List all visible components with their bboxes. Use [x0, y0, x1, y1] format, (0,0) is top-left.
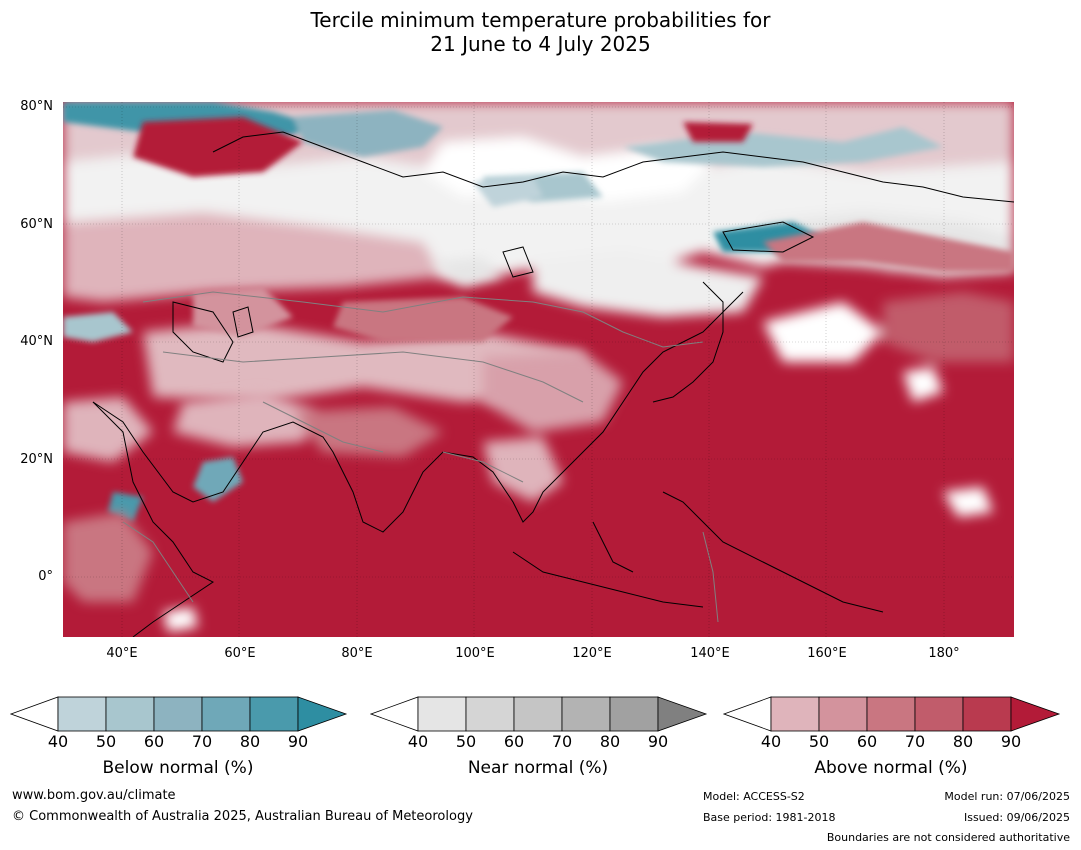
model-text: Model: ACCESS-S2	[703, 790, 805, 803]
colorbar-extend-high	[657, 696, 708, 732]
disclaimer-text: Boundaries are not considered authoritat…	[826, 831, 1070, 844]
colorbar-swatch	[201, 696, 251, 732]
tick-label: 80	[599, 732, 621, 751]
colorbar-extend-low	[723, 696, 772, 732]
mid-latitude-variation	[63, 257, 1014, 632]
tick-label: 90	[647, 732, 669, 751]
above-normal-patches	[133, 117, 1014, 342]
tick-label: 70	[191, 732, 213, 751]
probability-map	[63, 102, 1014, 637]
colorbar-extend-high	[297, 696, 348, 732]
lat-label-0: 0°	[38, 569, 53, 584]
lon-label-40e: 40°E	[106, 646, 138, 661]
tick-label: 90	[1000, 732, 1022, 751]
tick-label: 80	[952, 732, 974, 751]
lon-label-140e: 140°E	[690, 646, 730, 661]
coastlines	[92, 131, 1014, 637]
colorbar-swatch	[417, 696, 467, 732]
colorbar-swatch	[153, 696, 203, 732]
lon-label-100e: 100°E	[455, 646, 495, 661]
tick-label: 80	[239, 732, 261, 751]
colorbar-swatch	[57, 696, 107, 732]
colorbar-swatch	[513, 696, 563, 732]
colorbar-swatch	[818, 696, 868, 732]
colorbar-extend-low	[370, 696, 419, 732]
country-borders	[122, 291, 719, 623]
tick-label: 60	[143, 732, 165, 751]
lon-label-60e: 60°E	[224, 646, 256, 661]
map-canvas	[63, 102, 1014, 637]
lon-label-80e: 80°E	[341, 646, 373, 661]
base-period-text: Base period: 1981-2018	[703, 811, 836, 824]
tick-label: 60	[503, 732, 525, 751]
colorbar-swatch	[609, 696, 659, 732]
model-run-text: Model run: 07/06/2025	[944, 790, 1070, 803]
colorbar-swatch	[249, 696, 299, 732]
lat-label-40n: 40°N	[20, 334, 53, 349]
colorbar-below-label: Below normal (%)	[102, 758, 254, 778]
issued-text: Issued: 09/06/2025	[963, 811, 1070, 824]
colorbar-near-label: Near normal (%)	[467, 758, 609, 778]
lon-label-180: 180°	[928, 646, 960, 661]
tick-label: 50	[808, 732, 830, 751]
colorbar-below	[10, 696, 348, 732]
colorbar-swatch	[770, 696, 820, 732]
lon-label-160e: 160°E	[807, 646, 847, 661]
colorbar-extend-low	[10, 696, 59, 732]
colorbar-swatch	[465, 696, 515, 732]
colorbar-swatch	[914, 696, 964, 732]
colorbar-extend-high	[1010, 696, 1061, 732]
colorbar-above	[723, 696, 1061, 732]
colorbar-swatch	[962, 696, 1012, 732]
tick-label: 40	[407, 732, 429, 751]
tick-label: 60	[856, 732, 878, 751]
lat-label-60n: 60°N	[20, 217, 53, 232]
colorbar-swatch	[866, 696, 916, 732]
tick-label: 90	[287, 732, 309, 751]
colorbar-above-label: Above normal (%)	[814, 758, 968, 778]
website-link[interactable]: www.bom.gov.au/climate	[12, 788, 176, 803]
map-title: Tercile minimum temperature probabilitie…	[0, 8, 1081, 56]
lat-label-20n: 20°N	[20, 452, 53, 467]
map-title-line2: 21 June to 4 July 2025	[430, 32, 651, 56]
tick-label: 50	[455, 732, 477, 751]
lat-label-80n: 80°N	[20, 99, 53, 114]
colorbar-swatch	[561, 696, 611, 732]
colorbar-near	[370, 696, 708, 732]
tick-label: 50	[95, 732, 117, 751]
tick-label: 40	[760, 732, 782, 751]
copyright-text: © Commonwealth of Australia 2025, Austra…	[12, 809, 473, 824]
graticule	[63, 102, 1014, 637]
tick-label: 70	[904, 732, 926, 751]
tick-label: 40	[47, 732, 69, 751]
map-title-line1: Tercile minimum temperature probabilitie…	[310, 8, 771, 32]
tick-label: 70	[551, 732, 573, 751]
colorbar-swatch	[105, 696, 155, 732]
lon-label-120e: 120°E	[572, 646, 612, 661]
